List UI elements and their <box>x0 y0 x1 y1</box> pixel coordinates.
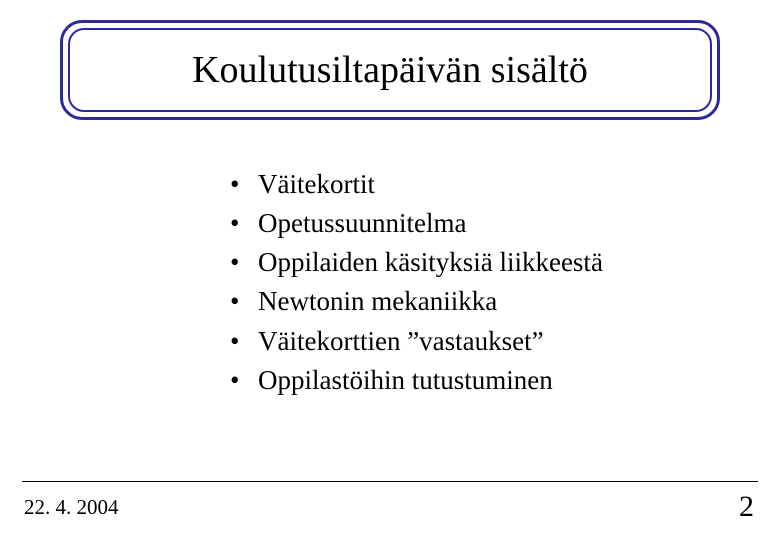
bullet-list: • Väitekortit • Opetussuunnitelma • Oppi… <box>230 165 730 400</box>
list-item: • Oppilastöihin tutustuminen <box>230 361 730 400</box>
footer-page-number: 2 <box>739 490 754 524</box>
bullet-text: Oppilastöihin tutustuminen <box>258 361 553 400</box>
list-item: • Newtonin mekaniikka <box>230 282 730 321</box>
list-item: • Väitekortit <box>230 165 730 204</box>
list-item: • Oppilaiden käsityksiä liikkeestä <box>230 243 730 282</box>
bullet-icon: • <box>230 204 258 243</box>
bullet-icon: • <box>230 322 258 361</box>
slide: Koulutusiltapäivän sisältö • Väitekortit… <box>0 0 780 540</box>
bullet-icon: • <box>230 243 258 282</box>
bullet-icon: • <box>230 165 258 204</box>
bullet-icon: • <box>230 361 258 400</box>
slide-title: Koulutusiltapäivän sisältö <box>192 48 588 92</box>
footer-rule <box>22 481 758 482</box>
bullet-icon: • <box>230 282 258 321</box>
bullet-text: Oppilaiden käsityksiä liikkeestä <box>258 243 603 282</box>
bullet-text: Newtonin mekaniikka <box>258 282 497 321</box>
footer-date: 22. 4. 2004 <box>24 495 119 520</box>
bullet-text: Väitekorttien ”vastaukset” <box>258 322 544 361</box>
title-border-inner: Koulutusiltapäivän sisältö <box>68 28 712 112</box>
title-frame: Koulutusiltapäivän sisältö <box>60 20 720 120</box>
list-item: • Väitekorttien ”vastaukset” <box>230 322 730 361</box>
bullet-text: Opetussuunnitelma <box>258 204 466 243</box>
bullet-text: Väitekortit <box>258 165 375 204</box>
list-item: • Opetussuunnitelma <box>230 204 730 243</box>
